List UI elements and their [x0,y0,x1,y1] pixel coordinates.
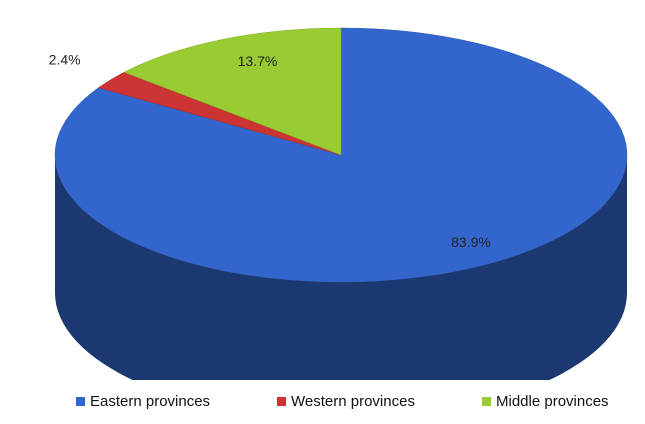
legend-swatch-middle [482,397,491,406]
slice-side-0 [55,155,627,380]
legend-item-middle: Middle provinces [482,393,609,410]
legend-swatch-western [277,397,286,406]
data-label-2: 13.7% [238,53,278,69]
legend-label-western: Western provinces [291,393,415,410]
legend-item-western: Western provinces [277,393,415,410]
legend-swatch-eastern [76,397,85,406]
legend: Eastern provinces Western provinces Midd… [0,393,645,415]
data-label-1: 2.4% [49,52,81,68]
slice-top-2 [123,27,342,156]
pie-chart-svg: 83.9% 2.4% 13.7% [49,27,628,380]
legend-label-eastern: Eastern provinces [90,393,211,410]
legend-label-middle: Middle provinces [496,393,609,410]
legend-item-eastern: Eastern provinces [76,393,210,410]
data-label-0: 83.9% [451,234,491,250]
